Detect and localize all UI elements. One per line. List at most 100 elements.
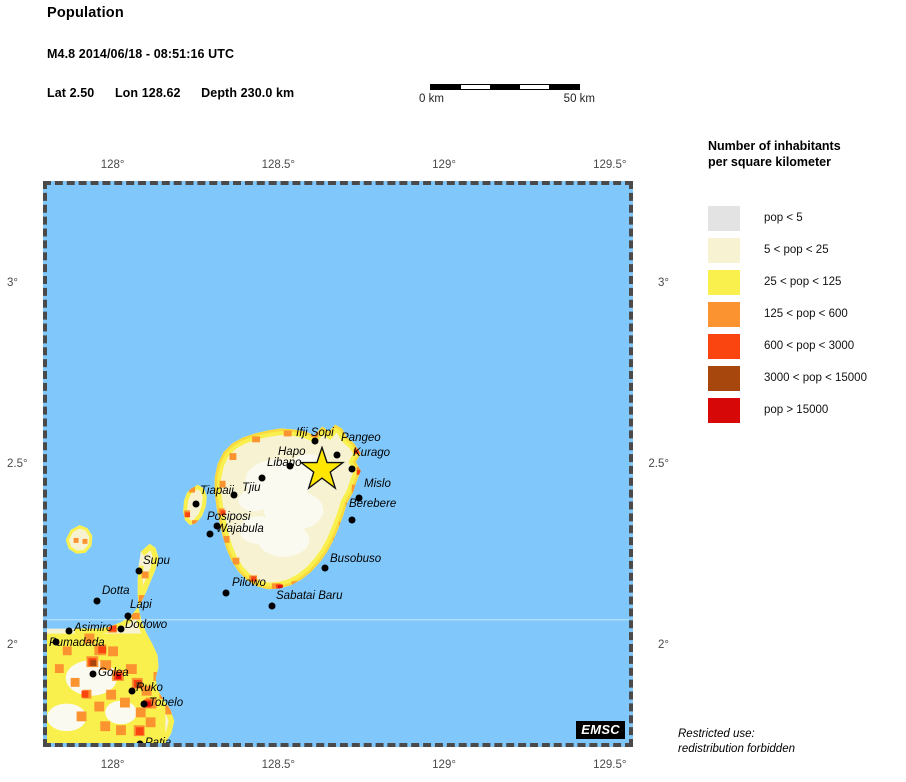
city-label: Tjiu — [242, 482, 261, 494]
city-label: Supu — [143, 555, 170, 567]
legend-label: 3000 < pop < 15000 — [764, 372, 867, 384]
event-summary: M4.8 2014/06/18 - 08:51:16 UTC — [47, 47, 235, 61]
latitude-tick-label-right: 3° — [658, 276, 669, 289]
city-label: Pilowo — [232, 577, 266, 589]
longitude-tick-label-bottom: 129° — [432, 759, 456, 771]
legend-label: pop > 15000 — [764, 404, 829, 416]
city-label: Patja — [145, 737, 172, 747]
city-marker-dot[interactable] — [222, 589, 230, 597]
legend-items: pop < 5 5 < pop < 25 25 < pop < 125 125 < p… — [708, 202, 903, 426]
city-label: Ruko — [136, 682, 163, 694]
legend-panel: Number of inhabitants per square kilomet… — [708, 138, 903, 426]
latitude-label: Lat 2.50 — [47, 86, 95, 100]
city-label: Golea — [98, 667, 129, 679]
city-label: Libano — [267, 457, 302, 469]
legend-title: Number of inhabitants per square kilomet… — [708, 138, 903, 170]
legend-row: 3000 < pop < 15000 — [708, 362, 903, 394]
city-marker-dot[interactable] — [333, 451, 341, 459]
legend-title-line1: Number of inhabitants — [708, 139, 841, 153]
longitude-tick-label-top: 129° — [432, 159, 456, 171]
city-label: Mislo — [364, 478, 391, 490]
scale-bar-segment-2 — [460, 85, 491, 89]
city-marker-dot[interactable] — [286, 462, 294, 470]
city-label: Ifji Sopi — [296, 427, 334, 439]
city-label: Busobuso — [330, 553, 382, 565]
city-label: Lapi — [130, 599, 152, 611]
legend-label: 600 < pop < 3000 — [764, 340, 855, 352]
city-marker-dot[interactable] — [128, 687, 136, 695]
longitude-tick-label-bottom: 129.5° — [593, 759, 627, 771]
city-marker-dot[interactable] — [135, 567, 143, 575]
city-label: Wajabula — [216, 523, 264, 535]
restriction-line2: redistribution forbidden — [678, 743, 795, 755]
city-marker-dot[interactable] — [213, 522, 221, 530]
city-marker-dot[interactable] — [268, 602, 276, 610]
city-marker-dot[interactable] — [136, 740, 144, 743]
legend-label: pop < 5 — [764, 212, 803, 224]
hypocenter-summary: Lat 2.50 Lon 128.62 Depth 230.0 km — [47, 86, 311, 100]
city-label: Tiapaii — [200, 485, 234, 497]
page-title: Population — [47, 5, 124, 21]
city-label: Kurago — [353, 447, 391, 459]
city-marker-dot[interactable] — [311, 437, 319, 445]
map-frame[interactable]: Ifji Sopi Pangeo Kurago Hapo Libano Mislo Bere… — [43, 181, 633, 747]
scale-bar: 0 km 50 km — [419, 84, 595, 105]
city-marker-dot[interactable] — [65, 627, 73, 635]
city-marker-dot[interactable] — [93, 597, 101, 605]
legend-row: 5 < pop < 25 — [708, 234, 903, 266]
longitude-label: Lon 128.62 — [114, 86, 181, 100]
city-marker-dot[interactable] — [192, 500, 200, 508]
legend-swatch — [708, 365, 740, 391]
city-label: Sabatai Baru — [276, 590, 343, 602]
city-marker-dot[interactable] — [348, 516, 356, 524]
city-marker-dot[interactable] — [124, 612, 132, 620]
city-marker-dot[interactable] — [52, 638, 60, 646]
city-marker-dot[interactable] — [230, 491, 238, 499]
legend-swatch — [708, 269, 740, 295]
map-container[interactable]: 128° 128.5° 129° 129.5° 128° 128.5° 129° 129.5… — [7, 159, 669, 771]
scale-bar-segment-4 — [519, 85, 550, 89]
legend-row: 25 < pop < 125 — [708, 266, 903, 298]
city-label: Posiposi — [207, 511, 251, 523]
legend-swatch — [708, 333, 740, 359]
header-block: Population M4.8 2014/06/18 - 08:51:16 UT… — [47, 5, 311, 100]
legend-row: pop > 15000 — [708, 394, 903, 426]
latitude-tick-label-left: 3° — [7, 276, 18, 289]
city-label: Pangeo — [341, 432, 381, 444]
city-marker-dot[interactable] — [321, 564, 329, 572]
city-label: Asimiro — [74, 622, 113, 634]
latitude-tick-label-left: 2° — [7, 639, 18, 652]
longitude-tick-label-bottom: 128° — [100, 759, 125, 771]
legend-swatch — [708, 205, 740, 231]
city-label: Hapo — [278, 446, 306, 458]
latitude-tick-label-right: 2° — [658, 639, 669, 652]
longitude-tick-label-top: 128.5° — [261, 159, 296, 171]
city-marker-dot[interactable] — [89, 670, 97, 678]
legend-label: 5 < pop < 25 — [764, 244, 829, 256]
legend-row: pop < 5 — [708, 202, 903, 234]
depth-label: Depth 230.0 km — [201, 86, 295, 100]
city-marker-dot[interactable] — [117, 625, 125, 633]
scale-bar-max-label: 50 km — [563, 93, 595, 105]
legend-swatch — [708, 301, 740, 327]
city-marker-dot[interactable] — [258, 474, 266, 482]
scale-bar-segment-1 — [431, 85, 461, 89]
epicenter-star-icon — [299, 446, 346, 490]
legend-swatch — [708, 397, 740, 423]
city-label: Dodowo — [125, 619, 168, 631]
longitude-tick-label-bottom: 128.5° — [261, 759, 296, 771]
city-label: Dotta — [102, 585, 130, 597]
legend-title-line2: per square kilometer — [708, 155, 831, 169]
city-marker-dot[interactable] — [140, 700, 148, 708]
city-marker-dot[interactable] — [206, 530, 214, 538]
scale-bar-ticks: 0 km 50 km — [419, 90, 595, 105]
legend-swatch — [708, 237, 740, 263]
city-marker-dot[interactable] — [348, 465, 356, 473]
latitude-tick-label-left: 2.5° — [7, 458, 28, 470]
city-marker-dot[interactable] — [355, 494, 363, 502]
legend-label: 125 < pop < 600 — [764, 308, 848, 320]
legend-label: 25 < pop < 125 — [764, 276, 842, 288]
city-label: Pumadada — [49, 637, 105, 649]
scale-bar-segment-3 — [490, 85, 520, 89]
scale-bar-segments — [430, 84, 580, 90]
